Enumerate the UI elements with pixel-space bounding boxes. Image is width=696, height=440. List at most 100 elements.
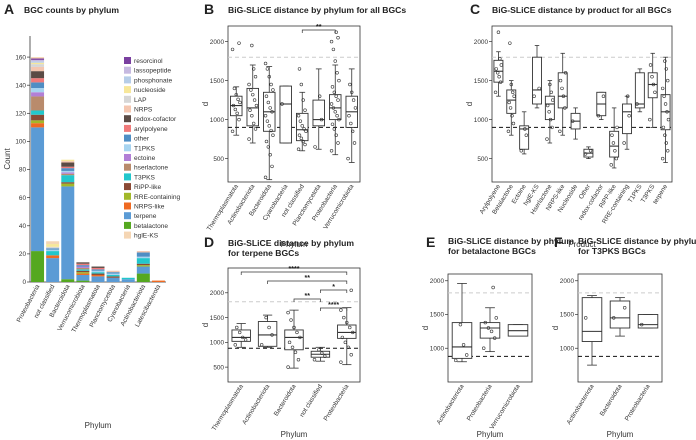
y-axis-label: d [201, 102, 210, 106]
data-point [323, 354, 327, 358]
data-point [560, 86, 564, 91]
data-point [232, 86, 237, 91]
data-point [663, 102, 668, 106]
box-iqr [257, 321, 278, 347]
data-point [666, 149, 670, 153]
bar-segment-t3pks [76, 269, 90, 271]
data-point [548, 82, 552, 87]
data-point [240, 335, 245, 340]
y-tick-label: 60 [19, 195, 27, 202]
box-iqr [544, 95, 555, 121]
data-point [347, 113, 351, 118]
bar-segment-other [91, 269, 105, 271]
bar-segment-nrps [106, 270, 120, 273]
data-point [287, 340, 292, 345]
x-tick-label: Proteobacteria [624, 383, 652, 422]
data-point [247, 82, 251, 87]
bar-segment-t1pks [136, 256, 150, 259]
data-point [230, 129, 235, 134]
data-point [293, 350, 298, 354]
data-point [264, 94, 269, 98]
data-point [313, 145, 317, 149]
bar-segment-nrps [136, 251, 150, 253]
data-point [612, 316, 616, 320]
x-axis-label: Phylum [477, 430, 504, 439]
bar-segment-hserlactone [31, 96, 45, 111]
plot-frame [491, 25, 673, 183]
bar-segment-t3pks [31, 110, 45, 115]
data-point [588, 149, 593, 153]
bar-segment-nucleoside [61, 159, 75, 162]
data-point [334, 30, 338, 34]
legend-label: LAP [134, 97, 147, 104]
bar-segment-t3pks [91, 272, 105, 274]
data-point [660, 156, 665, 161]
significance-bracket [320, 289, 348, 293]
bar-segment-ripp-like [91, 273, 105, 275]
bar-segment-other [106, 272, 120, 274]
legend-label: lassopeptide [134, 68, 171, 75]
data-point [329, 102, 334, 106]
data-point [333, 59, 337, 63]
box-iqr [609, 300, 631, 329]
legend-swatch-lap [124, 95, 131, 103]
data-point [270, 333, 274, 337]
data-point [664, 67, 668, 71]
data-point [349, 121, 353, 126]
data-point [230, 47, 235, 52]
data-point [345, 320, 349, 325]
data-point [570, 119, 575, 123]
box-iqr [479, 322, 501, 339]
data-point [558, 78, 563, 83]
data-point [561, 94, 566, 98]
legend-swatch-nrps [124, 105, 131, 113]
data-point [663, 59, 667, 63]
data-point [601, 94, 606, 98]
legend-swatch-redox-cofactor [124, 115, 131, 123]
bar-segment-t3pks [61, 175, 75, 183]
bar-segment-t1pks [91, 270, 105, 273]
data-point [269, 128, 273, 133]
data-point [259, 343, 264, 347]
data-point [251, 121, 256, 126]
data-point [331, 106, 336, 110]
data-point [610, 133, 614, 137]
bar-segment-arylpolyene [76, 263, 90, 266]
data-point [454, 358, 458, 363]
data-point [295, 330, 299, 335]
data-point [348, 325, 352, 330]
data-point [334, 94, 338, 98]
y-tick-label: 2000 [210, 290, 225, 297]
data-point [268, 106, 272, 110]
significance-bracket [301, 29, 336, 33]
y-tick-label: 1000 [430, 345, 445, 352]
data-point [524, 133, 529, 137]
data-point [236, 97, 240, 102]
legend-label: nucleoside [134, 87, 166, 94]
bar-segment-ectoine [31, 92, 45, 97]
data-point [303, 142, 307, 147]
data-point [494, 67, 498, 71]
y-tick-label: 1500 [474, 78, 489, 85]
data-point [623, 306, 627, 310]
data-point [270, 164, 274, 169]
data-point [558, 129, 562, 134]
legend-label: hglE-KS [134, 233, 159, 240]
data-point [563, 106, 567, 110]
significance-bracket [240, 271, 348, 275]
bar-segment-nrps-like [76, 273, 90, 275]
data-point [270, 110, 274, 114]
data-point [253, 127, 258, 131]
legend-swatch-phosphonate [124, 76, 131, 84]
bar-segment-terpene [61, 186, 75, 280]
data-point [264, 139, 269, 144]
chart-title: BiG-SLiCE distance by product for all BG… [492, 5, 672, 15]
panel-label-e: E [426, 234, 435, 250]
bar-segment-ectoine [61, 172, 75, 174]
data-point [512, 94, 516, 98]
data-point [329, 149, 334, 153]
data-point [317, 94, 322, 98]
data-point [243, 338, 248, 342]
data-point [296, 357, 301, 362]
